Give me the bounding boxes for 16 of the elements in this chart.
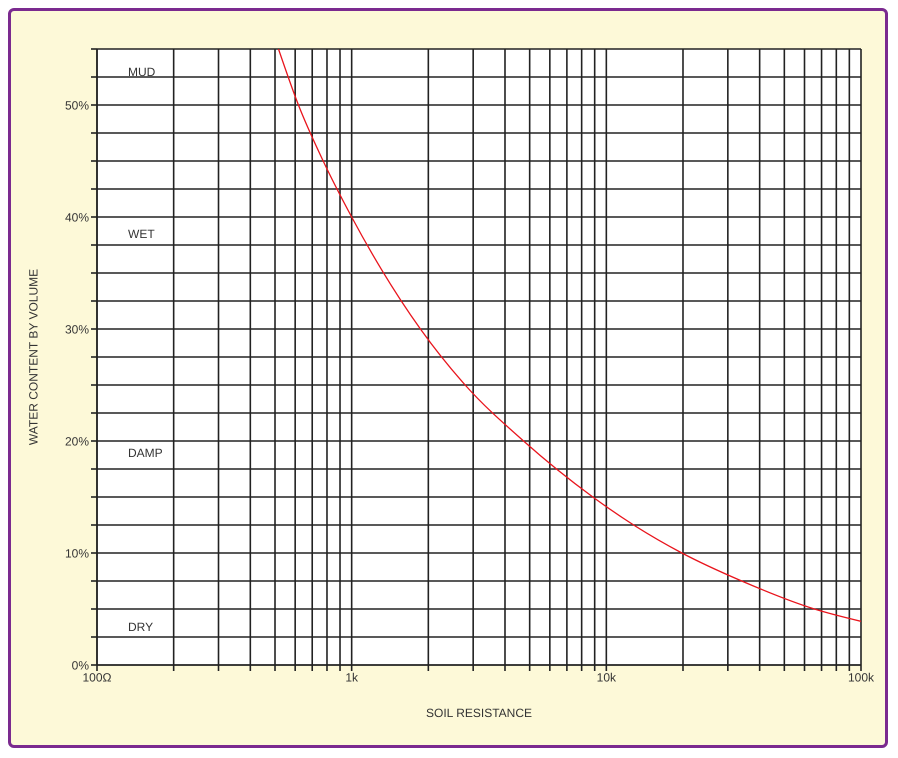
x-tick-label: 100Ω [82,670,112,685]
y-axis-title: WATER CONTENT BY VOLUME [26,268,40,446]
y-tick-label: 50% [64,98,90,112]
x-axis-title: SOIL RESISTANCE [426,706,532,720]
y-tick-label: 10% [64,546,90,560]
y-tick-label: 20% [64,434,90,448]
annotation: WET [128,227,155,241]
x-tick-label: 100k [848,670,876,685]
x-tick-label: 1k [345,670,359,685]
annotation: DAMP [128,446,163,460]
x-tick-label: 10k [596,670,617,685]
annotation: MUD [128,65,156,79]
y-tick-label: 30% [64,322,90,336]
y-tick-label: 0% [72,658,90,672]
annotation: DRY [128,620,154,634]
y-tick-label: 40% [64,210,90,224]
